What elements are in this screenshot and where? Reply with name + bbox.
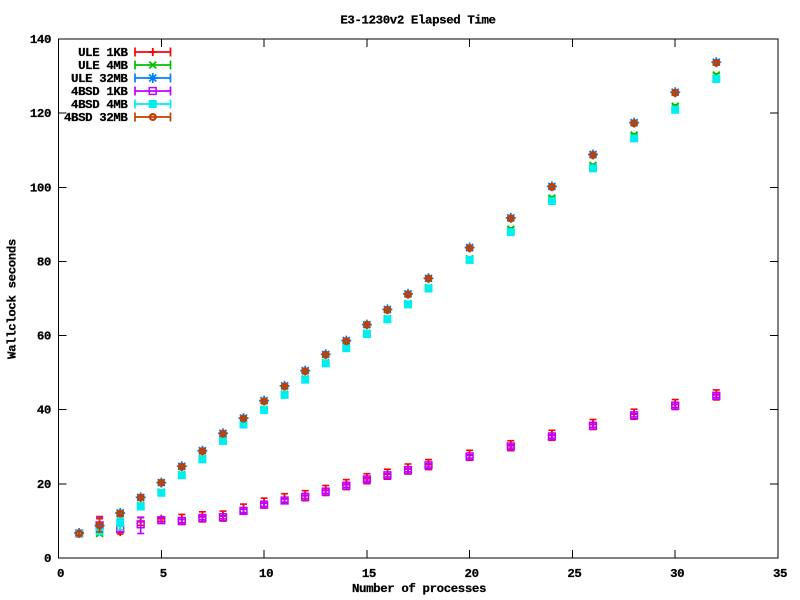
svg-text:4BSD 1KB: 4BSD 1KB — [71, 85, 128, 99]
svg-text:Wallclock seconds: Wallclock seconds — [6, 239, 20, 359]
svg-text:60: 60 — [37, 330, 51, 344]
svg-text:ULE 32MB: ULE 32MB — [71, 72, 128, 86]
svg-text:20: 20 — [37, 478, 51, 492]
svg-text:Number of processes: Number of processes — [352, 582, 486, 596]
svg-text:140: 140 — [30, 33, 51, 47]
svg-text:0: 0 — [44, 552, 51, 566]
svg-text:E3-1230v2 Elapsed Time: E3-1230v2 Elapsed Time — [340, 14, 495, 28]
svg-text:80: 80 — [37, 255, 51, 269]
svg-text:15: 15 — [362, 567, 376, 581]
svg-text:0: 0 — [57, 567, 64, 581]
svg-text:40: 40 — [37, 404, 51, 418]
svg-text:ULE 1KB: ULE 1KB — [78, 46, 128, 60]
svg-text:30: 30 — [670, 567, 684, 581]
svg-text:100: 100 — [30, 181, 51, 195]
svg-text:25: 25 — [567, 567, 581, 581]
svg-text:120: 120 — [30, 107, 51, 121]
svg-text:10: 10 — [259, 567, 273, 581]
svg-text:35: 35 — [773, 567, 787, 581]
svg-text:4BSD 4MB: 4BSD 4MB — [71, 98, 128, 112]
svg-text:4BSD 32MB: 4BSD 32MB — [64, 111, 128, 125]
svg-text:5: 5 — [160, 567, 167, 581]
svg-text:20: 20 — [465, 567, 479, 581]
svg-text:ULE 4MB: ULE 4MB — [78, 59, 128, 73]
